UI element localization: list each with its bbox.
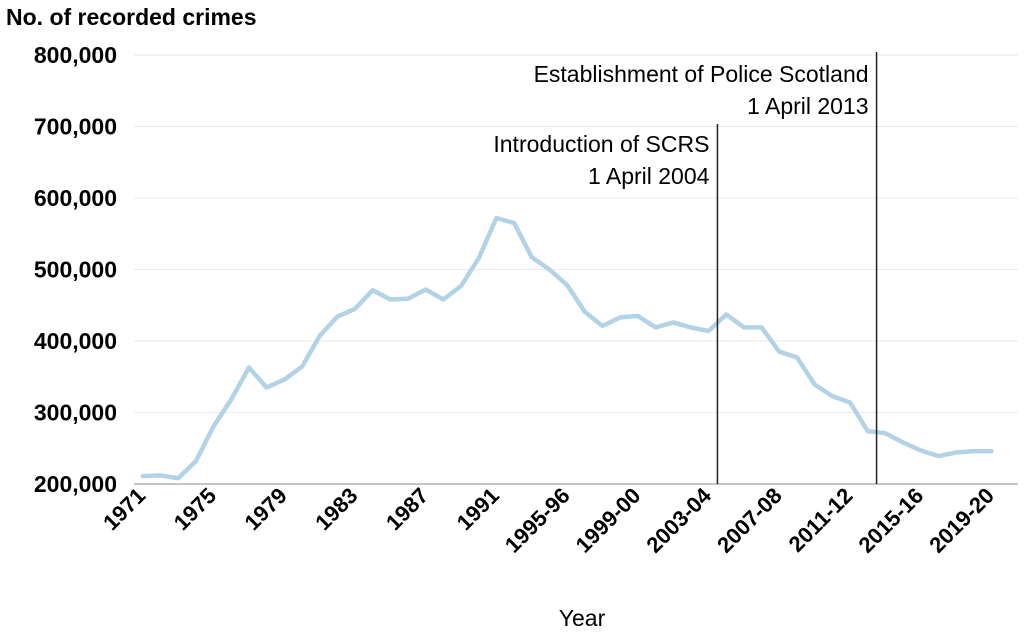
data-point	[813, 383, 817, 387]
data-point	[282, 378, 286, 382]
data-point	[371, 288, 375, 292]
data-point	[777, 350, 781, 354]
data-point	[212, 424, 216, 428]
data-point	[883, 431, 887, 435]
data-point	[583, 310, 587, 314]
data-point	[318, 334, 322, 338]
x-axis-ticks: 1971 1975 1979 1983 1987 19911995-961999-0020…	[98, 482, 999, 557]
data-point	[406, 297, 410, 301]
data-point	[848, 400, 852, 404]
x-tick-label: 2011-12	[784, 483, 858, 557]
annotation-text: Introduction of SCRS	[493, 131, 709, 157]
data-point	[159, 473, 163, 477]
y-tick-label: 700,000	[34, 114, 117, 140]
x-tick-label: 1975	[169, 483, 221, 535]
data-point	[954, 451, 958, 455]
data-point	[335, 315, 339, 319]
y-tick-label: 300,000	[34, 400, 117, 426]
x-axis-label: Year	[559, 605, 606, 631]
x-tick-label: 2003-04	[641, 482, 716, 557]
data-point	[795, 355, 799, 359]
data-point	[141, 474, 145, 478]
data-point	[194, 459, 198, 463]
y-tick-label: 500,000	[34, 257, 117, 283]
annotation-text: 1 April 2013	[747, 93, 868, 119]
data-point	[477, 256, 481, 260]
x-tick-label: 1979	[240, 483, 292, 535]
data-point	[636, 314, 640, 318]
series-group	[140, 215, 994, 481]
y-tick-label: 800,000	[34, 42, 117, 68]
data-point	[654, 325, 658, 329]
annotations: Introduction of SCRS 1 April 2004 Establis…	[493, 52, 878, 484]
data-point	[760, 325, 764, 329]
data-point	[459, 284, 463, 288]
data-point	[689, 325, 693, 329]
data-point	[547, 268, 551, 272]
data-point	[441, 298, 445, 302]
y-tick-label: 600,000	[34, 185, 117, 211]
data-point	[229, 398, 233, 402]
data-point	[724, 313, 728, 317]
x-tick-label: 1983	[310, 483, 362, 535]
data-point	[353, 307, 357, 311]
y-tick-label: 200,000	[34, 471, 117, 497]
data-point	[919, 448, 923, 452]
data-point	[424, 288, 428, 292]
data-point	[265, 385, 269, 389]
data-point	[866, 429, 870, 433]
series-line	[140, 215, 994, 481]
data-point	[671, 320, 675, 324]
y-axis-ticks: 200,000 300,000 400,000 500,000 600,000 700,0…	[34, 42, 117, 497]
data-point	[707, 329, 711, 333]
data-point	[830, 394, 834, 398]
x-tick-label: 1999-00	[571, 483, 646, 558]
data-point	[494, 216, 498, 220]
data-point	[618, 315, 622, 319]
data-point	[247, 365, 251, 369]
y-axis-label: No. of recorded crimes	[6, 4, 257, 30]
data-point	[936, 454, 940, 458]
gridlines	[134, 54, 1018, 413]
x-tick-label: 1991	[452, 483, 504, 535]
y-tick-label: 400,000	[34, 328, 117, 354]
data-point	[512, 221, 516, 225]
data-point	[742, 325, 746, 329]
x-tick-label: 1987	[381, 483, 433, 535]
data-point	[530, 255, 534, 259]
data-point	[989, 449, 993, 453]
x-tick-label: 1995-96	[500, 483, 575, 558]
data-point	[565, 283, 569, 287]
data-point	[176, 476, 180, 480]
data-point	[972, 449, 976, 453]
x-tick-label: 2015-16	[854, 483, 929, 558]
data-point	[388, 298, 392, 302]
data-point	[300, 365, 304, 369]
x-tick-label: 2019-20	[924, 483, 999, 558]
x-tick-label: 2007-08	[712, 483, 787, 558]
annotation-text: Establishment of Police Scotland	[534, 61, 869, 87]
data-point	[601, 324, 605, 328]
data-point	[901, 441, 905, 445]
annotation-text: 1 April 2004	[588, 163, 710, 189]
